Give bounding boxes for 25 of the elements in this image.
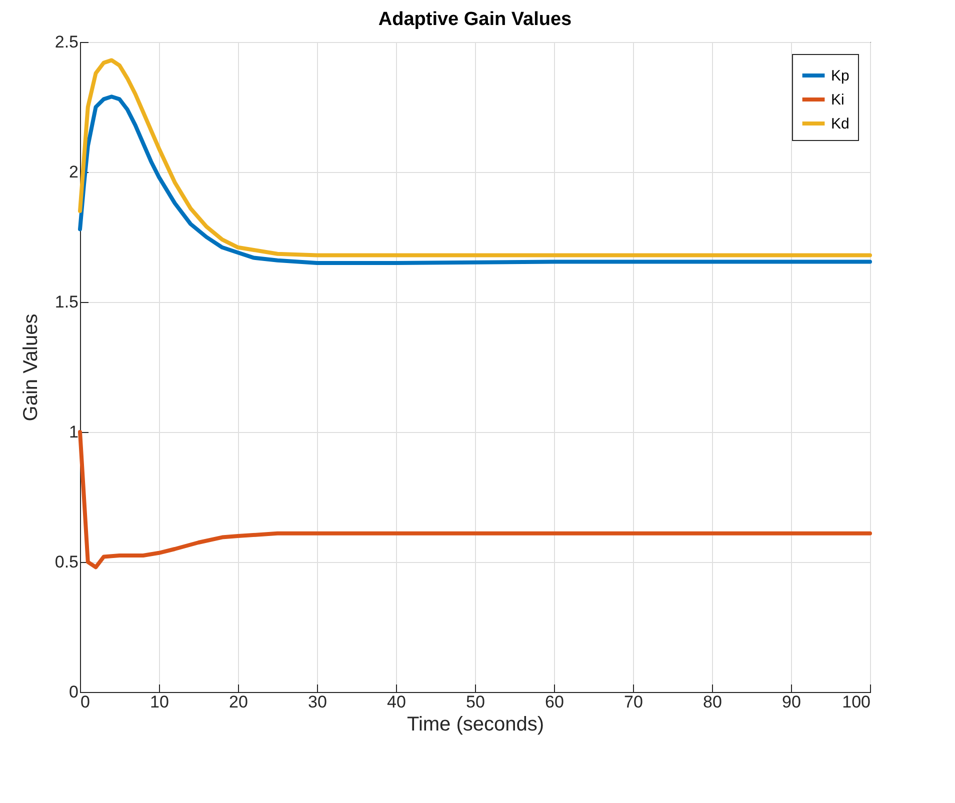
legend-label: Kd	[831, 116, 850, 132]
x-tick-label: 90	[782, 692, 801, 712]
x-tick-label: 70	[624, 692, 643, 712]
y-tick-label: 2	[69, 162, 78, 182]
x-tick-label: 80	[703, 692, 722, 712]
chart-title: Adaptive Gain Values	[378, 9, 572, 30]
y-tick-label: 2.5	[54, 32, 78, 52]
y-tick-label: 1.5	[54, 292, 78, 312]
y-tick-label: 0.5	[54, 552, 78, 572]
x-tick-label: 60	[545, 692, 564, 712]
line-series	[78, 430, 872, 570]
x-tick-label: 20	[229, 692, 248, 712]
x-tick-label: 40	[387, 692, 406, 712]
legend-label: Kp	[831, 68, 850, 84]
line-series	[78, 58, 872, 258]
x-tick-label: 0	[80, 692, 90, 712]
x-axis-title: Time (seconds)	[406, 714, 544, 736]
y-tick-label: 1	[69, 422, 78, 442]
y-axis-title: Gain Values	[20, 314, 42, 422]
line-series	[78, 94, 872, 265]
x-tick-label: 10	[150, 692, 169, 712]
x-tick-label: 100	[842, 692, 870, 712]
legend-label: Ki	[831, 92, 844, 108]
x-tick-label: 50	[466, 692, 485, 712]
x-tick-label: 30	[308, 692, 327, 712]
